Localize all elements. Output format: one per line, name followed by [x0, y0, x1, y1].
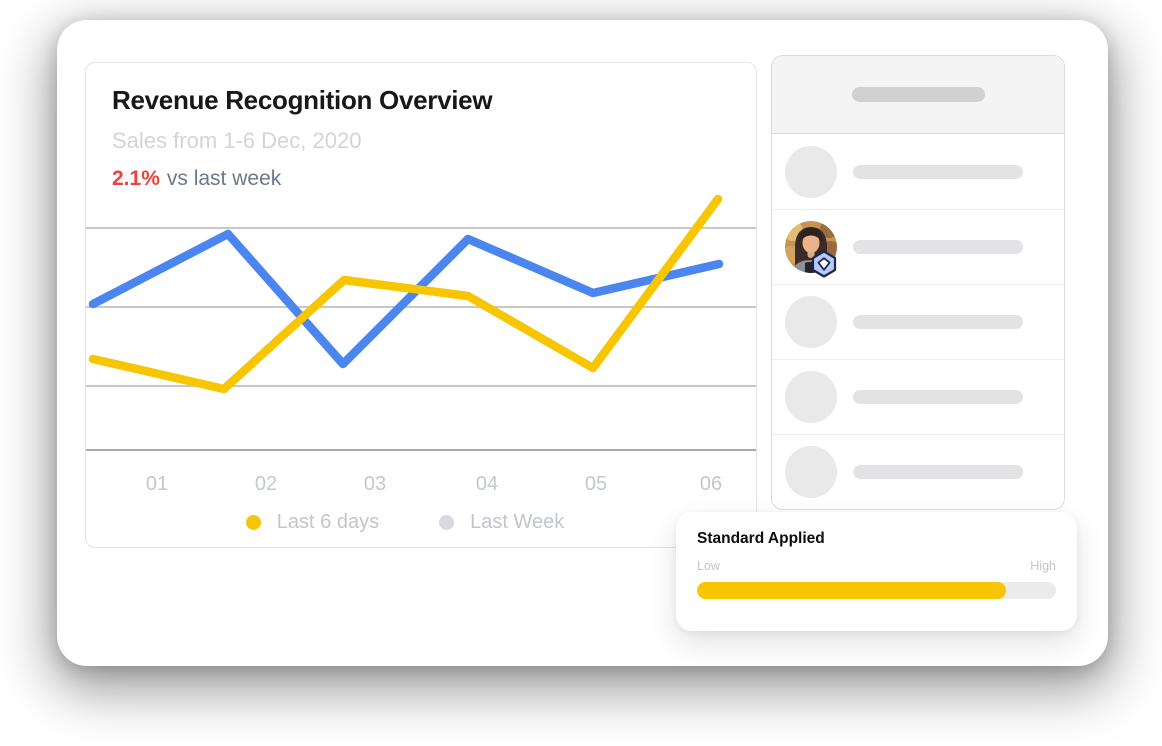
avatar-placeholder: [785, 446, 837, 498]
high-label: High: [1030, 559, 1056, 573]
revenue-overview-card: Revenue Recognition Overview Sales from …: [85, 62, 757, 548]
delta-value: 2.1%: [112, 167, 160, 190]
revenue-line-chart: [86, 194, 756, 451]
delta-row: 2.1% vs last week: [112, 167, 281, 191]
legend-dot-icon: [245, 515, 261, 530]
range-row: Low High: [697, 559, 1056, 573]
user-list-panel: [771, 55, 1065, 510]
x-axis-label: 03: [363, 473, 387, 495]
user-avatar-photo: [785, 221, 837, 273]
avatar-placeholder: [785, 146, 837, 198]
chart-legend: Last 6 days Last Week: [86, 511, 740, 534]
standard-title: Standard Applied: [697, 530, 825, 547]
text-placeholder-bar: [853, 165, 1023, 179]
text-placeholder-bar: [853, 315, 1023, 329]
list-item[interactable]: [772, 210, 1064, 285]
legend-item[interactable]: Last 6 days: [245, 511, 380, 534]
card-title: Revenue Recognition Overview: [112, 85, 493, 115]
list-item[interactable]: [772, 135, 1064, 210]
text-placeholder-bar: [853, 240, 1023, 254]
standard-level-slider[interactable]: [697, 582, 1056, 599]
avatar-placeholder: [785, 296, 837, 348]
legend-label: Last 6 days: [276, 511, 380, 533]
user-list: [772, 135, 1064, 509]
low-label: Low: [697, 559, 720, 573]
x-axis-label: 04: [475, 473, 499, 495]
card-subtitle: Sales from 1-6 Dec, 2020: [112, 128, 362, 153]
avatar-placeholder: [785, 371, 837, 423]
gem-badge-icon: [811, 250, 837, 278]
line-series-last-week: [88, 229, 724, 369]
legend-item[interactable]: Last Week: [439, 511, 564, 534]
line-series-last-6-days: [88, 194, 723, 394]
x-axis-label: 06: [699, 473, 723, 495]
list-item[interactable]: [772, 435, 1064, 509]
list-item[interactable]: [772, 285, 1064, 360]
legend-label: Last Week: [470, 511, 565, 533]
app-window: Revenue Recognition Overview Sales from …: [57, 20, 1108, 666]
delta-label: vs last week: [166, 167, 282, 190]
x-axis-label: 05: [584, 473, 608, 495]
panel-header: [772, 56, 1064, 134]
x-axis-label: 02: [254, 473, 278, 495]
standard-applied-card: Standard Applied Low High: [676, 512, 1077, 631]
header-title-placeholder: [851, 87, 985, 102]
avatar: [785, 221, 837, 278]
x-axis-label: 01: [145, 473, 169, 495]
legend-dot-icon: [439, 515, 455, 530]
text-placeholder-bar: [853, 390, 1023, 404]
text-placeholder-bar: [853, 465, 1023, 479]
list-item[interactable]: [772, 360, 1064, 435]
standard-level-fill: [697, 582, 1006, 599]
